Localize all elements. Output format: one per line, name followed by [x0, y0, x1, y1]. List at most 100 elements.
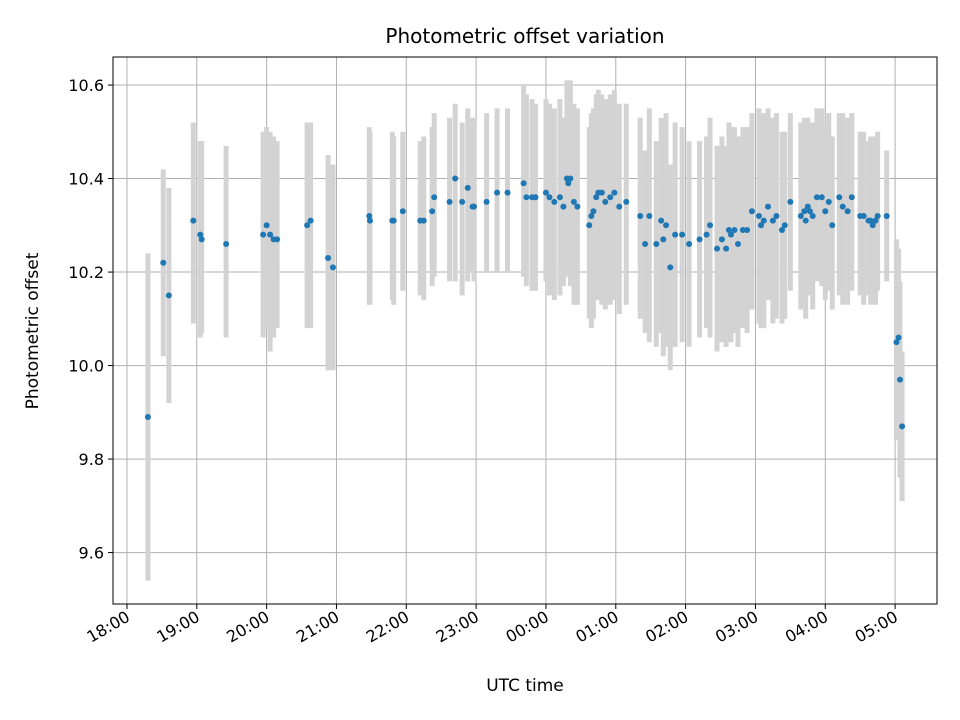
data-point [593, 194, 600, 201]
data-point [734, 241, 741, 248]
data-point [696, 236, 703, 243]
data-point [325, 255, 332, 262]
data-point [198, 236, 205, 243]
data-point [781, 222, 788, 229]
data-point [646, 212, 653, 219]
data-point [598, 189, 605, 196]
data-point [165, 292, 172, 299]
data-point [160, 259, 167, 266]
data-point [607, 194, 614, 201]
data-point [739, 226, 746, 233]
plot-frame [112, 56, 938, 605]
data-point [551, 198, 558, 205]
data-point [144, 413, 151, 420]
data-point [801, 208, 808, 215]
data-point [899, 423, 906, 430]
data-point [567, 175, 574, 182]
data-point [658, 217, 665, 224]
data-point [895, 334, 902, 341]
data-point [586, 222, 593, 229]
data-point [714, 245, 721, 252]
data-point [848, 194, 855, 201]
data-point [896, 376, 903, 383]
y-tick-label: 10.2 [68, 263, 104, 282]
y-axis-ticks: 9.6 9.8 10.0 10.2 10.4 10.6 [68, 76, 113, 563]
data-point [809, 212, 816, 219]
data-point [797, 212, 804, 219]
data-point [806, 208, 813, 215]
data-point [420, 217, 427, 224]
data-point [307, 217, 314, 224]
data-point [883, 212, 890, 219]
data-point [725, 226, 732, 233]
data-point [616, 203, 623, 210]
data-point [446, 198, 453, 205]
data-point [718, 236, 725, 243]
data-point [570, 198, 577, 205]
data-point [707, 222, 714, 229]
data-point [679, 231, 686, 238]
y-tick-label: 10.6 [68, 76, 104, 95]
data-point [642, 241, 649, 248]
data-point [574, 203, 581, 210]
data-point [464, 184, 471, 191]
data-point [542, 189, 549, 196]
data-point [274, 236, 281, 243]
data-point [197, 231, 204, 238]
data-point [822, 208, 829, 215]
data-point [769, 217, 776, 224]
y-axis-label: Photometric offset [23, 252, 43, 409]
data-point [869, 222, 876, 229]
data-point [867, 217, 874, 224]
data-point [686, 241, 693, 248]
y-tick-label: 9.6 [79, 544, 104, 563]
data-point [663, 222, 670, 229]
data-point [703, 231, 710, 238]
data-point [602, 198, 609, 205]
data-point [773, 212, 780, 219]
data-point [893, 339, 900, 346]
data-point [748, 208, 755, 215]
data-point [829, 222, 836, 229]
data-point [523, 194, 530, 201]
data-point [758, 222, 765, 229]
data-point [459, 198, 466, 205]
point-layer [144, 175, 906, 430]
data-point [611, 189, 618, 196]
data-point [452, 175, 459, 182]
data-point [672, 231, 679, 238]
y-tick-label: 10.0 [68, 357, 104, 376]
data-point [836, 194, 843, 201]
y-tick-label: 9.8 [79, 450, 104, 469]
data-point [260, 231, 267, 238]
data-point [667, 264, 674, 271]
data-point [660, 236, 667, 243]
data-point [874, 212, 881, 219]
y-tick-label: 10.4 [68, 170, 104, 189]
data-point [844, 208, 851, 215]
data-point [755, 212, 762, 219]
data-point [723, 245, 730, 252]
data-point [560, 203, 567, 210]
data-point [483, 198, 490, 205]
data-point [267, 231, 274, 238]
data-point [431, 194, 438, 201]
data-point [825, 198, 832, 205]
data-point [813, 194, 820, 201]
data-point [532, 194, 539, 201]
data-point [623, 198, 630, 205]
chart-title: Photometric offset variation [385, 24, 664, 48]
data-point [818, 194, 825, 201]
data-point [366, 212, 373, 219]
x-axis-label: UTC time [486, 676, 564, 696]
data-point [839, 203, 846, 210]
data-point [190, 217, 197, 224]
data-point [471, 203, 478, 210]
data-point [872, 217, 879, 224]
data-point [653, 241, 660, 248]
data-point [787, 198, 794, 205]
data-point [390, 217, 397, 224]
data-point [778, 226, 785, 233]
data-point [744, 226, 751, 233]
